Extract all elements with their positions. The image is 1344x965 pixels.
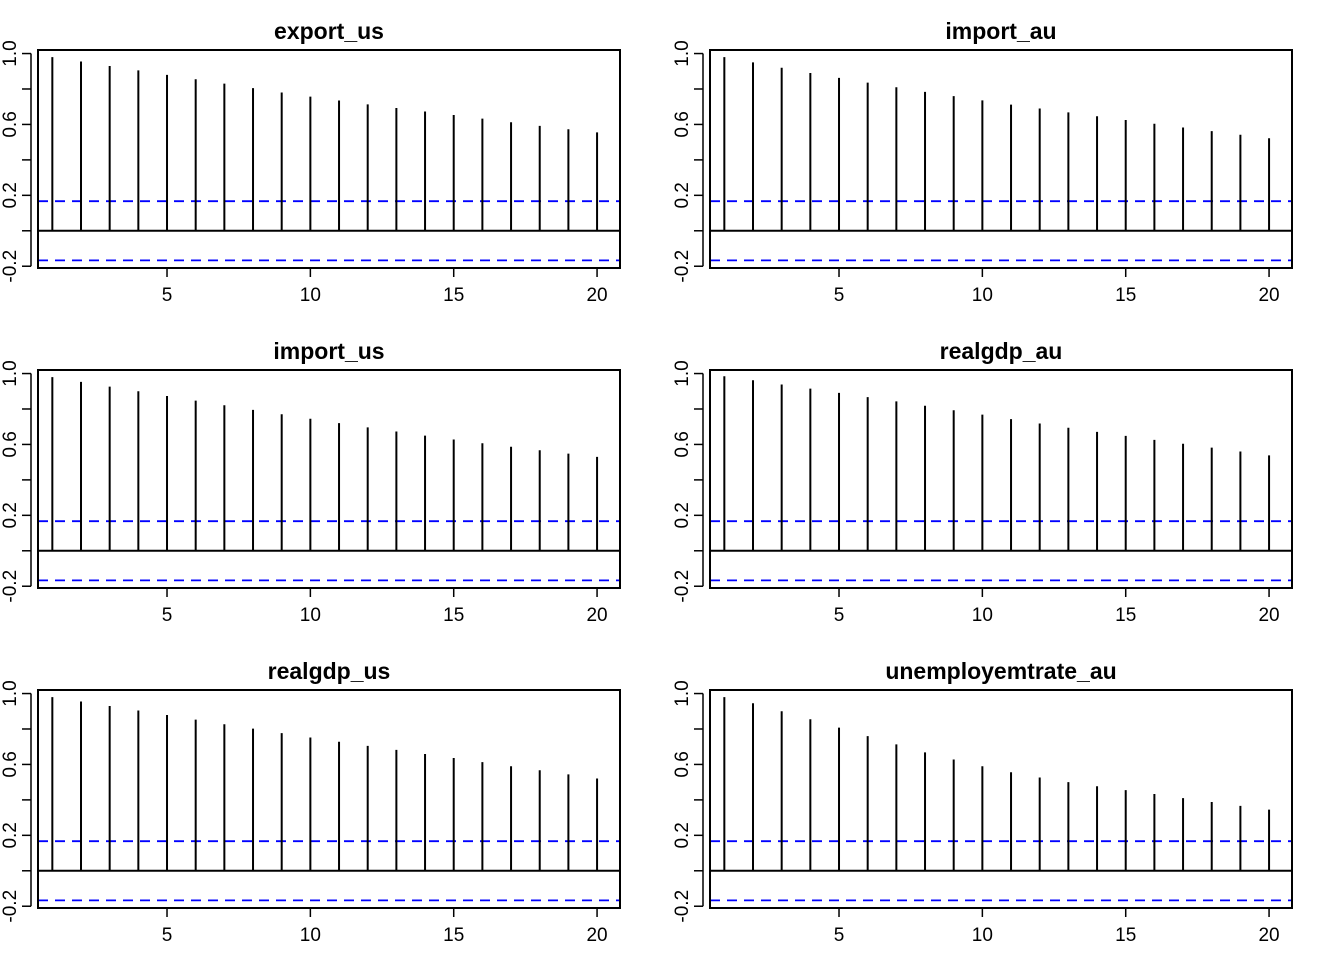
y-tick-label: 0.6 xyxy=(672,751,693,777)
y-tick-label: -0.2 xyxy=(0,250,21,283)
acf-panel-2: import_au 5 10 15 20 -0.2 0.2 0.6 1.0 xyxy=(672,18,1293,306)
x-tick-label: 20 xyxy=(1258,925,1279,946)
panel-title: import_au xyxy=(945,18,1056,44)
y-tick-label: 0.2 xyxy=(672,502,693,528)
panel-title: unemployemtrate_au xyxy=(885,658,1116,684)
y-tick-label: 1.0 xyxy=(0,680,21,706)
panel-title: realgdp_au xyxy=(940,338,1063,364)
x-tick-label: 10 xyxy=(972,285,993,306)
x-tick-label: 15 xyxy=(443,285,464,306)
y-tick-label: -0.2 xyxy=(672,890,693,923)
acf-panel-5: realgdp_us 5 10 15 20 -0.2 0.2 0.6 1.0 xyxy=(0,658,621,946)
y-tick-label: 1.0 xyxy=(672,40,693,66)
acf-panel-3: import_us 5 10 15 20 -0.2 0.2 0.6 1.0 xyxy=(0,338,621,626)
y-tick-label: 0.2 xyxy=(0,182,21,208)
acf-panel-4: realgdp_au 5 10 15 20 -0.2 0.2 0.6 1.0 xyxy=(672,338,1293,626)
y-tick-label: 0.6 xyxy=(672,111,693,137)
y-tick-label: 0.6 xyxy=(672,431,693,457)
panel-title: realgdp_us xyxy=(268,658,391,684)
x-tick-label: 5 xyxy=(834,285,845,306)
x-tick-label: 10 xyxy=(300,285,321,306)
y-tick-label: 0.2 xyxy=(0,822,21,848)
x-tick-label: 15 xyxy=(1115,605,1136,626)
x-tick-label: 5 xyxy=(162,285,173,306)
x-tick-label: 10 xyxy=(300,925,321,946)
x-tick-label: 10 xyxy=(972,605,993,626)
x-tick-label: 15 xyxy=(443,925,464,946)
y-tick-label: -0.2 xyxy=(0,570,21,603)
x-tick-label: 10 xyxy=(972,925,993,946)
plot-frame xyxy=(709,369,1293,589)
plot-frame xyxy=(37,49,621,269)
plot-frame xyxy=(37,369,621,589)
y-tick-label: 0.6 xyxy=(0,111,21,137)
y-tick-label: 1.0 xyxy=(672,360,693,386)
x-tick-label: 10 xyxy=(300,605,321,626)
x-tick-label: 15 xyxy=(443,605,464,626)
y-tick-label: 0.2 xyxy=(672,182,693,208)
y-tick-label: -0.2 xyxy=(672,250,693,283)
x-tick-label: 20 xyxy=(586,605,607,626)
plot-frame xyxy=(709,49,1293,269)
y-tick-label: 0.2 xyxy=(672,822,693,848)
y-tick-label: 0.6 xyxy=(0,751,21,777)
y-tick-label: 0.6 xyxy=(0,431,21,457)
y-tick-label: 0.2 xyxy=(0,502,21,528)
y-tick-label: 1.0 xyxy=(0,360,21,386)
y-tick-label: -0.2 xyxy=(0,890,21,923)
panel-title: export_us xyxy=(274,18,384,44)
x-tick-label: 5 xyxy=(162,925,173,946)
x-tick-label: 15 xyxy=(1115,285,1136,306)
x-tick-label: 5 xyxy=(834,605,845,626)
plot-frame xyxy=(37,689,621,909)
x-tick-label: 20 xyxy=(1258,605,1279,626)
x-tick-label: 5 xyxy=(162,605,173,626)
acf-panel-1: export_us 5 10 15 20 -0.2 0.2 0.6 1.0 xyxy=(0,18,621,306)
x-tick-label: 20 xyxy=(586,285,607,306)
x-tick-label: 20 xyxy=(1258,285,1279,306)
y-tick-label: 1.0 xyxy=(672,680,693,706)
x-tick-label: 15 xyxy=(1115,925,1136,946)
acf-panel-6: unemployemtrate_au 5 10 15 20 -0.2 0.2 0.6 1.0 xyxy=(672,658,1293,946)
x-tick-label: 5 xyxy=(834,925,845,946)
panel-title: import_us xyxy=(273,338,384,364)
x-tick-label: 20 xyxy=(586,925,607,946)
y-tick-label: -0.2 xyxy=(672,570,693,603)
y-tick-label: 1.0 xyxy=(0,40,21,66)
plot-frame xyxy=(709,689,1293,909)
